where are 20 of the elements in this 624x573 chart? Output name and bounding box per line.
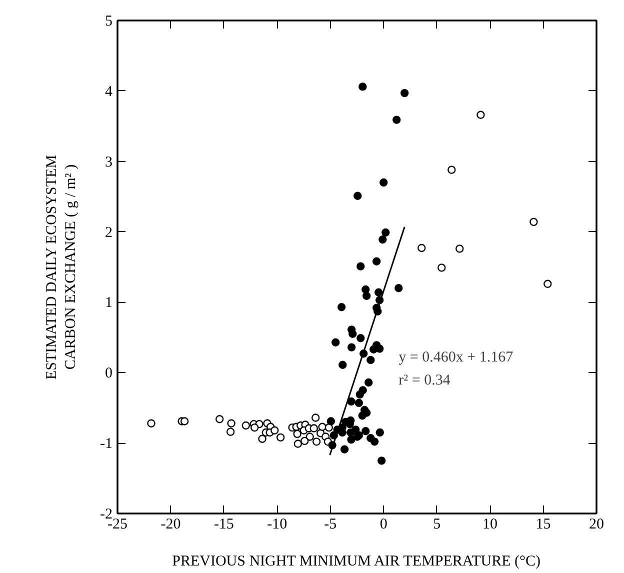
annotation: r² = 0.34 [398,372,451,388]
y-tick-label: 5 [105,14,112,30]
x-tick-label: -10 [267,516,288,532]
x-tick-label: -20 [160,516,181,532]
x-tick-label: 20 [589,516,604,532]
y-tick-label: 0 [105,366,112,382]
y-axis-title: ESTIMATED DAILY ECOSYSTEM CARBON EXCHANGE ( g / m² ) [44,154,80,380]
x-tick-label: -15 [214,516,234,532]
x-tick-label: 15 [536,516,551,532]
x-tick-label: -5 [324,516,337,532]
x-tick-label: 5 [433,516,441,532]
x-tick-label: 10 [482,516,498,532]
y-tick-label: -1 [100,436,113,452]
y-tick-label: 4 [105,84,113,100]
x-tick-label: 0 [380,516,388,532]
y-tick-label: 3 [105,154,112,170]
x-axis-title: PREVIOUS NIGHT MINIMUM AIR TEMPERATURE (°C) [172,554,541,570]
y-tick-label: 1 [105,295,112,312]
y-tick-label: 2 [105,224,112,241]
annotation: y = 0.460x + 1.167 [398,350,514,366]
